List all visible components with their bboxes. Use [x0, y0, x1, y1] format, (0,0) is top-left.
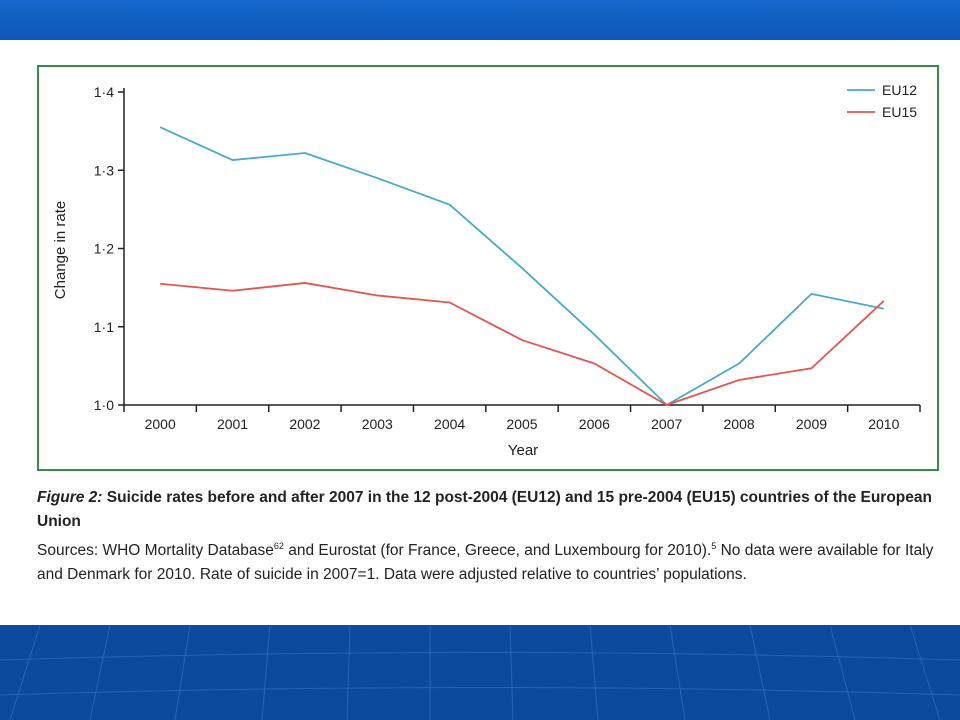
series-line-eu12: [159, 126, 884, 406]
x-tick-label: 2004: [434, 416, 465, 432]
legend-label-eu12: EU12: [882, 82, 917, 98]
y-tick-label: 1·4: [94, 84, 114, 100]
y-tick-label: 1·2: [94, 241, 114, 257]
x-axis-title: Year: [508, 442, 538, 459]
y-axis-title: Change in rate: [52, 201, 69, 299]
chart-axes: 1·0 1·1 1·2 1·3 1·4 2000 2001 2002 2003 2004 2005 2…: [94, 84, 921, 432]
figure-label: Figure 2:: [37, 489, 103, 506]
figure-caption: Figure 2: Suicide rates before and after…: [37, 486, 942, 587]
legend-label-eu15: EU15: [882, 104, 917, 120]
chart-frame: [37, 65, 939, 471]
x-tick-label: 2008: [724, 416, 755, 432]
sources-text-3: No data were available for Italy and Den…: [37, 542, 934, 584]
x-tick-label: 2000: [145, 416, 176, 432]
x-tick-label: 2003: [362, 416, 393, 432]
y-tick-label: 1·1: [94, 319, 114, 335]
chart-series-layer: [159, 126, 885, 406]
x-tick-label: 2005: [506, 416, 537, 432]
y-tick-label: 1·0: [94, 397, 114, 413]
x-tick-label: 2010: [868, 416, 899, 432]
series-line-eu15: [160, 282, 885, 406]
reference-5: 5: [711, 541, 717, 551]
reference-62: 62: [273, 541, 284, 551]
sources-text-2: and Eurostat (for France, Greece, and Lu…: [283, 542, 712, 560]
slide-top-band: [0, 0, 960, 40]
caption-sources: Sources: WHO Mortality Database62 and Eu…: [37, 534, 942, 587]
slide-bottom-band: [0, 625, 960, 720]
x-tick-label: 2007: [651, 416, 682, 432]
x-tick-label: 2002: [289, 416, 320, 432]
caption-title-text: Suicide rates before and after 2007 in t…: [37, 489, 932, 530]
line-chart: 1·0 1·1 1·2 1·3 1·4 2000 2001 2002 2003 2004 2005 2…: [52, 82, 921, 459]
y-tick-label: 1·3: [94, 162, 114, 178]
x-tick-label: 2001: [217, 416, 248, 432]
chart-legend: EU12 EU15: [847, 82, 917, 120]
x-tick-label: 2006: [579, 416, 610, 432]
sources-text-1: Sources: WHO Mortality Database: [37, 542, 274, 560]
decorative-grid-lines: [0, 625, 960, 720]
caption-title: Figure 2: Suicide rates before and after…: [37, 486, 942, 534]
x-tick-label: 2009: [796, 416, 827, 432]
